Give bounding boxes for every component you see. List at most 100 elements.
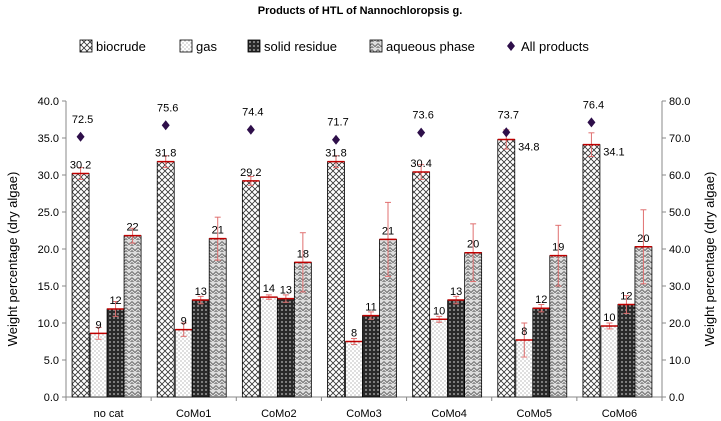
all-products-marker xyxy=(502,127,511,138)
x-tick-label: CoMo3 xyxy=(346,408,381,420)
data-label-solid-residue: 13 xyxy=(195,286,207,298)
data-label-gas: 10 xyxy=(603,312,615,324)
data-label-biocrude: 30.4 xyxy=(410,158,431,170)
bar-gas xyxy=(259,296,278,398)
legend-label-solid-residue: solid residue xyxy=(264,39,337,54)
left-tick-label: 0.0 xyxy=(44,392,59,404)
all-products-label: 71.7 xyxy=(327,117,348,129)
right-tick-label: 0.0 xyxy=(669,392,684,404)
all-products-marker xyxy=(76,131,85,142)
left-tick-label: 15.0 xyxy=(38,281,59,293)
data-label-aqueous-phase: 21 xyxy=(212,225,224,237)
right-tick-label: 10.0 xyxy=(669,355,690,367)
data-label-solid-residue: 12 xyxy=(620,291,632,303)
legend-label-biocrude: biocrude xyxy=(96,39,146,54)
data-label-gas: 9 xyxy=(96,319,102,331)
bar-gas xyxy=(430,318,449,398)
bar-aqueous-phase xyxy=(208,238,227,398)
left-tick-label: 40.0 xyxy=(38,96,59,108)
chart-title: Products of HTL of Nannochloropsis g. xyxy=(258,5,463,17)
data-label-gas: 14 xyxy=(263,283,275,295)
legend-label-gas: gas xyxy=(196,39,217,54)
data-label-gas: 8 xyxy=(521,326,527,338)
legend-swatch-biocrude xyxy=(79,39,93,53)
bar-biocrude xyxy=(497,139,516,398)
data-label-biocrude: 31.8 xyxy=(325,148,346,160)
bar-gas xyxy=(174,329,193,398)
data-label-aqueous-phase: 19 xyxy=(552,242,564,254)
all-products-marker xyxy=(161,120,170,131)
data-label-solid-residue: 12 xyxy=(535,294,547,306)
right-tick-label: 60.0 xyxy=(669,170,690,182)
right-tick-label: 50.0 xyxy=(669,207,690,219)
legend-swatch-gas xyxy=(179,39,193,53)
left-tick-label: 20.0 xyxy=(38,244,59,256)
all-products-label: 75.6 xyxy=(157,102,178,114)
bar-biocrude xyxy=(412,171,431,398)
right-tick-label: 80.0 xyxy=(669,96,690,108)
x-tick-label: CoMo1 xyxy=(176,408,211,420)
right-tick-label: 30.0 xyxy=(669,281,690,293)
data-label-aqueous-phase: 20 xyxy=(637,233,649,245)
bar-gas xyxy=(89,332,108,398)
bar-solid-residue xyxy=(106,308,125,398)
legend-marker-all-products xyxy=(507,41,515,51)
data-label-solid-residue: 11 xyxy=(365,302,376,314)
bar-biocrude xyxy=(582,144,601,398)
right-y-axis: 0.0 10.0 20.0 30.0 40.0 50.0 60.0 70.0 80.0 xyxy=(661,96,690,404)
left-tick-label: 10.0 xyxy=(38,318,59,330)
data-label-aqueous-phase: 20 xyxy=(467,239,479,251)
bar-solid-residue xyxy=(191,299,210,398)
x-tick-label: CoMo6 xyxy=(602,408,637,420)
left-tick-label: 30.0 xyxy=(38,170,59,182)
bar-biocrude xyxy=(156,161,175,398)
data-label-aqueous-phase: 18 xyxy=(297,248,309,260)
all-products-marker xyxy=(587,117,596,128)
legend: biocrude gas solid residue aqueous phase All… xyxy=(79,39,589,54)
bar-solid-residue xyxy=(617,304,636,398)
bar-biocrude xyxy=(241,180,260,398)
all-products-marker xyxy=(246,124,255,135)
x-axis: no cat CoMo1 CoMo2 CoMo3 CoMo4 CoMo5 CoMo6 xyxy=(65,396,663,420)
left-tick-label: 5.0 xyxy=(44,355,59,367)
data-label-biocrude: 34.1 xyxy=(603,147,624,159)
data-label-gas: 10 xyxy=(433,305,445,317)
y-axis-label-left: Weight percentage (dry algae) xyxy=(5,172,20,347)
all-products-label: 72.5 xyxy=(72,114,93,126)
all-products-label: 73.7 xyxy=(498,109,519,121)
bar-gas xyxy=(600,325,619,398)
bar-solid-residue xyxy=(532,307,551,398)
x-tick-label: CoMo5 xyxy=(517,408,552,420)
right-tick-label: 40.0 xyxy=(669,244,690,256)
bar-biocrude xyxy=(71,173,90,398)
legend-swatch-solid-residue xyxy=(247,39,261,53)
data-label-biocrude: 34.8 xyxy=(518,141,539,153)
plot-area: 30.2 31.8 29.2 31.8 30.4 34.8 34.1 9 9 14 8 10 8 10 12… xyxy=(70,99,653,398)
bar-solid-residue xyxy=(362,315,380,398)
y-axis-label-right: Weight percentage (dry algae) xyxy=(702,172,717,347)
x-tick-label: no cat xyxy=(94,408,124,420)
left-tick-label: 35.0 xyxy=(38,133,59,145)
x-tick-label: CoMo4 xyxy=(431,408,466,420)
data-label-biocrude: 29.2 xyxy=(240,167,261,179)
bar-gas xyxy=(345,341,363,398)
left-y-axis: 0.0 5.0 10.0 15.0 20.0 25.0 30.0 35.0 40.0 xyxy=(38,96,67,404)
legend-swatch-aqueous-phase xyxy=(369,39,383,53)
all-products-label: 73.6 xyxy=(412,110,433,122)
legend-label-all-products: All products xyxy=(521,39,589,54)
data-label-aqueous-phase: 22 xyxy=(126,222,138,234)
all-products-label: 76.4 xyxy=(583,99,604,111)
bar-solid-residue xyxy=(447,299,466,398)
all-products-marker xyxy=(332,134,340,145)
data-label-biocrude: 30.2 xyxy=(70,160,91,172)
data-label-biocrude: 31.8 xyxy=(155,148,176,160)
data-label-gas: 9 xyxy=(181,316,187,328)
data-label-gas: 8 xyxy=(351,328,357,340)
bar-biocrude xyxy=(327,161,345,398)
left-tick-label: 25.0 xyxy=(38,207,59,219)
legend-label-aqueous-phase: aqueous phase xyxy=(386,39,475,54)
bar-aqueous-phase xyxy=(123,235,142,398)
data-label-solid-residue: 13 xyxy=(450,286,462,298)
all-products-marker xyxy=(417,127,426,138)
